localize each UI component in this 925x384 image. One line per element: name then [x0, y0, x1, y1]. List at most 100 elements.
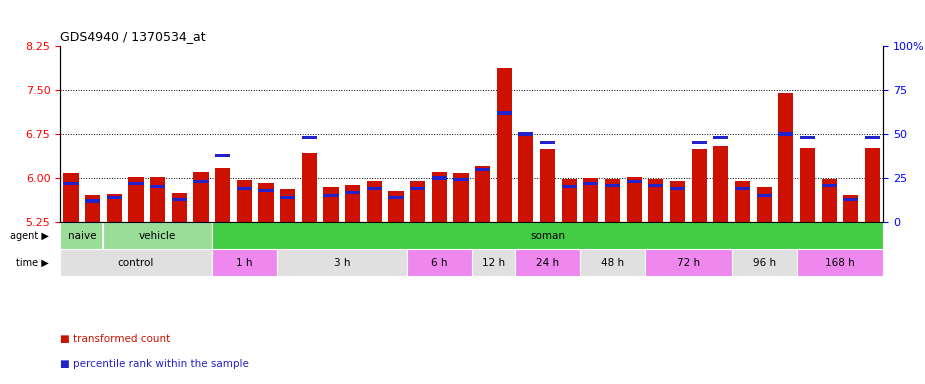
Bar	[497, 68, 512, 222]
Bar	[150, 185, 166, 189]
Text: 96 h: 96 h	[753, 258, 776, 268]
Text: 48 h: 48 h	[601, 258, 624, 268]
Bar	[844, 198, 858, 201]
Bar	[778, 132, 794, 136]
Bar	[172, 198, 187, 201]
Text: ■ transformed count: ■ transformed count	[60, 334, 170, 344]
Bar	[280, 196, 295, 199]
Text: 72 h: 72 h	[677, 258, 700, 268]
Bar	[324, 187, 339, 222]
Bar	[407, 249, 472, 276]
Bar	[735, 181, 750, 222]
Bar	[60, 249, 212, 276]
Bar	[453, 178, 468, 181]
Bar	[85, 195, 100, 222]
Bar	[692, 149, 707, 222]
Bar	[280, 189, 295, 222]
Bar	[713, 146, 729, 222]
Bar	[106, 194, 122, 222]
Bar	[60, 222, 104, 249]
Bar	[388, 196, 403, 199]
Bar	[475, 166, 490, 222]
Bar	[212, 222, 883, 249]
Bar	[258, 183, 274, 222]
Bar	[821, 179, 837, 222]
Bar	[388, 191, 403, 222]
Bar	[64, 182, 79, 185]
Bar	[692, 141, 707, 144]
Bar	[778, 93, 794, 222]
Bar	[193, 172, 208, 222]
Bar	[212, 249, 277, 276]
Bar	[605, 179, 620, 222]
Bar	[757, 187, 771, 222]
Bar	[518, 132, 534, 136]
Text: 24 h: 24 h	[536, 258, 559, 268]
Bar	[844, 195, 858, 222]
Bar	[626, 180, 642, 183]
Text: 1 h: 1 h	[236, 258, 253, 268]
Bar	[626, 177, 642, 222]
Bar	[85, 199, 100, 202]
Bar	[670, 181, 685, 222]
Bar	[796, 249, 883, 276]
Bar	[713, 136, 729, 139]
Bar	[670, 187, 685, 190]
Bar	[345, 185, 360, 222]
Text: 6 h: 6 h	[431, 258, 448, 268]
Bar	[580, 249, 645, 276]
Bar	[64, 174, 79, 222]
Bar	[757, 194, 771, 197]
Bar	[865, 136, 880, 139]
Text: control: control	[117, 258, 154, 268]
Bar	[497, 111, 512, 114]
Text: 3 h: 3 h	[334, 258, 350, 268]
Bar	[106, 196, 122, 199]
Text: GDS4940 / 1370534_at: GDS4940 / 1370534_at	[60, 30, 205, 43]
Bar	[475, 168, 490, 171]
Bar	[302, 136, 317, 139]
Bar	[648, 179, 663, 222]
Text: time ▶: time ▶	[17, 258, 49, 268]
Bar	[732, 249, 796, 276]
Bar	[150, 177, 166, 222]
Bar	[237, 187, 252, 190]
Bar	[561, 179, 577, 222]
Bar	[821, 184, 837, 187]
Bar	[584, 178, 598, 222]
Bar	[324, 194, 339, 197]
Bar	[277, 249, 407, 276]
Bar	[129, 177, 143, 222]
Bar	[472, 249, 515, 276]
Bar	[432, 177, 447, 180]
Bar	[410, 187, 426, 190]
Bar	[561, 185, 577, 189]
Text: soman: soman	[530, 231, 565, 241]
Bar	[345, 190, 360, 194]
Bar	[129, 182, 143, 185]
Bar	[237, 180, 252, 222]
Bar	[104, 222, 212, 249]
Bar	[735, 187, 750, 190]
Bar	[605, 184, 620, 187]
Bar	[258, 189, 274, 192]
Text: 12 h: 12 h	[482, 258, 505, 268]
Bar	[518, 136, 534, 222]
Text: agent ▶: agent ▶	[10, 231, 49, 241]
Bar	[215, 167, 230, 222]
Bar	[648, 184, 663, 187]
Text: naive: naive	[68, 231, 96, 241]
Bar	[800, 136, 815, 139]
Bar	[215, 154, 230, 157]
Bar	[540, 149, 555, 222]
Bar	[193, 180, 208, 183]
Bar	[453, 174, 468, 222]
Bar	[800, 147, 815, 222]
Bar	[584, 182, 598, 185]
Text: ■ percentile rank within the sample: ■ percentile rank within the sample	[60, 359, 249, 369]
Bar	[865, 147, 880, 222]
Text: 168 h: 168 h	[825, 258, 855, 268]
Bar	[366, 187, 382, 190]
Text: vehicle: vehicle	[139, 231, 177, 241]
Bar	[540, 141, 555, 144]
